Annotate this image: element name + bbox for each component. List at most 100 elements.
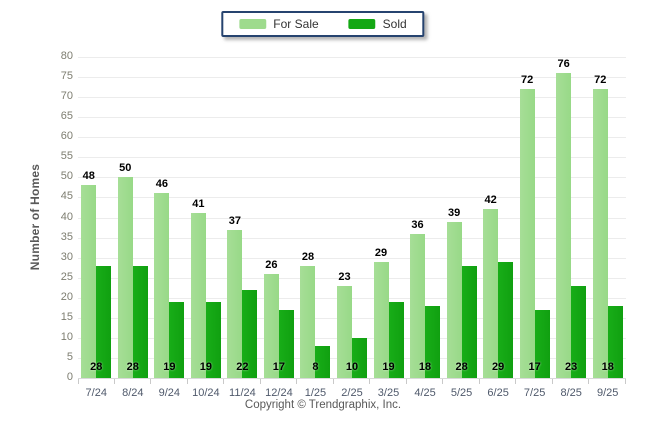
for-sale-value-label: 29 — [374, 247, 388, 259]
bar-pair — [190, 213, 221, 378]
legend-item-sold: Sold — [348, 18, 407, 30]
bar-group: 37 22 11/24 — [224, 57, 261, 399]
x-axis-label: 2/25 — [341, 387, 363, 399]
sold-value-label: 23 — [565, 361, 578, 373]
x-axis-tick — [442, 379, 444, 384]
x-axis-tick — [332, 379, 334, 384]
y-tick-label: 25 — [60, 270, 73, 283]
gridline — [78, 317, 626, 319]
sold-bar — [242, 290, 258, 378]
x-axis-tick — [78, 379, 79, 384]
bar-group: 23 10 2/25 — [334, 57, 371, 399]
plot-area: 48 28 7/24 50 28 8/24 46 19 9/24 41 19 10/24 37 22 11/… — [78, 57, 626, 399]
x-axis-label: 1/25 — [304, 387, 327, 399]
y-tick-label: 55 — [60, 150, 73, 163]
y-tick-label: 70 — [60, 90, 73, 103]
x-axis-tick — [551, 379, 553, 384]
bar-pair — [373, 262, 404, 378]
x-axis-tick — [478, 379, 480, 384]
y-tick-label: 30 — [60, 250, 73, 263]
bar-groups: 48 28 7/24 50 28 8/24 46 19 9/24 41 19 10/24 37 22 11/… — [78, 57, 626, 399]
x-axis-label: 9/25 — [596, 387, 619, 399]
for-sale-value-label: 39 — [447, 207, 461, 219]
gridline — [78, 277, 626, 279]
for-sale-bar — [263, 274, 279, 378]
sold-bar — [461, 266, 477, 378]
x-axis-tick — [588, 379, 590, 384]
for-sale-value-label: 76 — [557, 58, 570, 70]
sold-bar — [315, 346, 331, 378]
for-sale-value-label: 23 — [338, 271, 351, 283]
bar-group: 41 19 10/24 — [188, 57, 225, 399]
bar-group: 29 19 3/25 — [370, 57, 407, 399]
gridline — [78, 57, 626, 58]
bar-group: 26 17 12/24 — [261, 57, 298, 399]
y-tick-label: 50 — [60, 170, 73, 183]
x-axis-label: 7/24 — [85, 387, 107, 399]
for-sale-bar — [154, 193, 170, 378]
legend-item-for-sale: For Sale — [239, 17, 319, 31]
gridline — [78, 197, 626, 199]
y-tick-label: 65 — [60, 110, 73, 123]
bar-pair — [227, 230, 258, 378]
for-sale-value-label: 72 — [594, 74, 607, 86]
x-axis-label: 3/25 — [377, 387, 400, 399]
x-axis-label: 4/25 — [414, 387, 436, 399]
sold-bar — [96, 266, 112, 378]
x-axis-label: 6/25 — [487, 387, 509, 399]
bar-pair — [556, 73, 587, 378]
sold-bar — [571, 286, 587, 378]
sold-bar — [205, 302, 221, 378]
for-sale-value-label: 28 — [301, 251, 315, 263]
for-sale-bar — [117, 177, 133, 378]
for-sale-value-label: 26 — [265, 259, 278, 271]
sold-value-label: 8 — [312, 361, 319, 373]
bar-pair — [300, 266, 331, 378]
y-tick-label: 40 — [60, 210, 73, 223]
y-tick-label: 80 — [60, 50, 73, 62]
x-axis-tick — [296, 379, 298, 384]
x-axis-label: 5/25 — [450, 387, 473, 399]
x-axis-tick — [515, 379, 517, 384]
bar-pair — [592, 89, 623, 378]
for-sale-bar — [300, 266, 316, 378]
legend-swatch-icon — [239, 19, 267, 29]
sold-bar — [498, 262, 514, 378]
x-axis-tick — [150, 379, 152, 384]
y-tick-label: 15 — [60, 310, 73, 323]
sold-bar — [607, 306, 623, 378]
x-axis-tick — [405, 379, 407, 384]
legend-label: For Sale — [273, 17, 319, 31]
sold-value-label: 22 — [236, 361, 249, 373]
gridline — [78, 217, 626, 219]
sold-value-label: 28 — [126, 361, 139, 373]
for-sale-bar — [446, 222, 462, 378]
bar-pair — [519, 89, 550, 378]
y-tick-label: 0 — [66, 371, 73, 383]
for-sale-bar — [483, 209, 499, 378]
sold-bar — [278, 310, 294, 378]
for-sale-value-label: 50 — [119, 162, 132, 174]
for-sale-value-label: 41 — [192, 198, 205, 210]
for-sale-bar — [336, 286, 352, 378]
gridline — [78, 117, 626, 119]
sold-value-label: 28 — [455, 361, 468, 373]
y-tick-label: 10 — [60, 330, 73, 343]
x-axis-label: 8/24 — [122, 387, 144, 399]
for-sale-bar — [410, 234, 426, 378]
sold-value-label: 19 — [199, 361, 212, 373]
sold-value-label: 29 — [491, 361, 505, 373]
sold-value-label: 18 — [601, 361, 614, 373]
x-axis-tick — [186, 379, 188, 384]
y-tick-label: 5 — [66, 350, 73, 363]
sold-value-label: 19 — [382, 361, 395, 373]
for-sale-bar — [556, 73, 572, 378]
for-sale-value-label: 72 — [521, 74, 534, 86]
bar-pair — [336, 286, 367, 378]
x-axis-tick — [223, 379, 225, 384]
bar-group: 36 18 4/25 — [407, 57, 444, 399]
for-sale-bar — [190, 213, 206, 378]
x-axis-tick — [624, 379, 626, 384]
y-tick-label: 35 — [60, 230, 73, 243]
